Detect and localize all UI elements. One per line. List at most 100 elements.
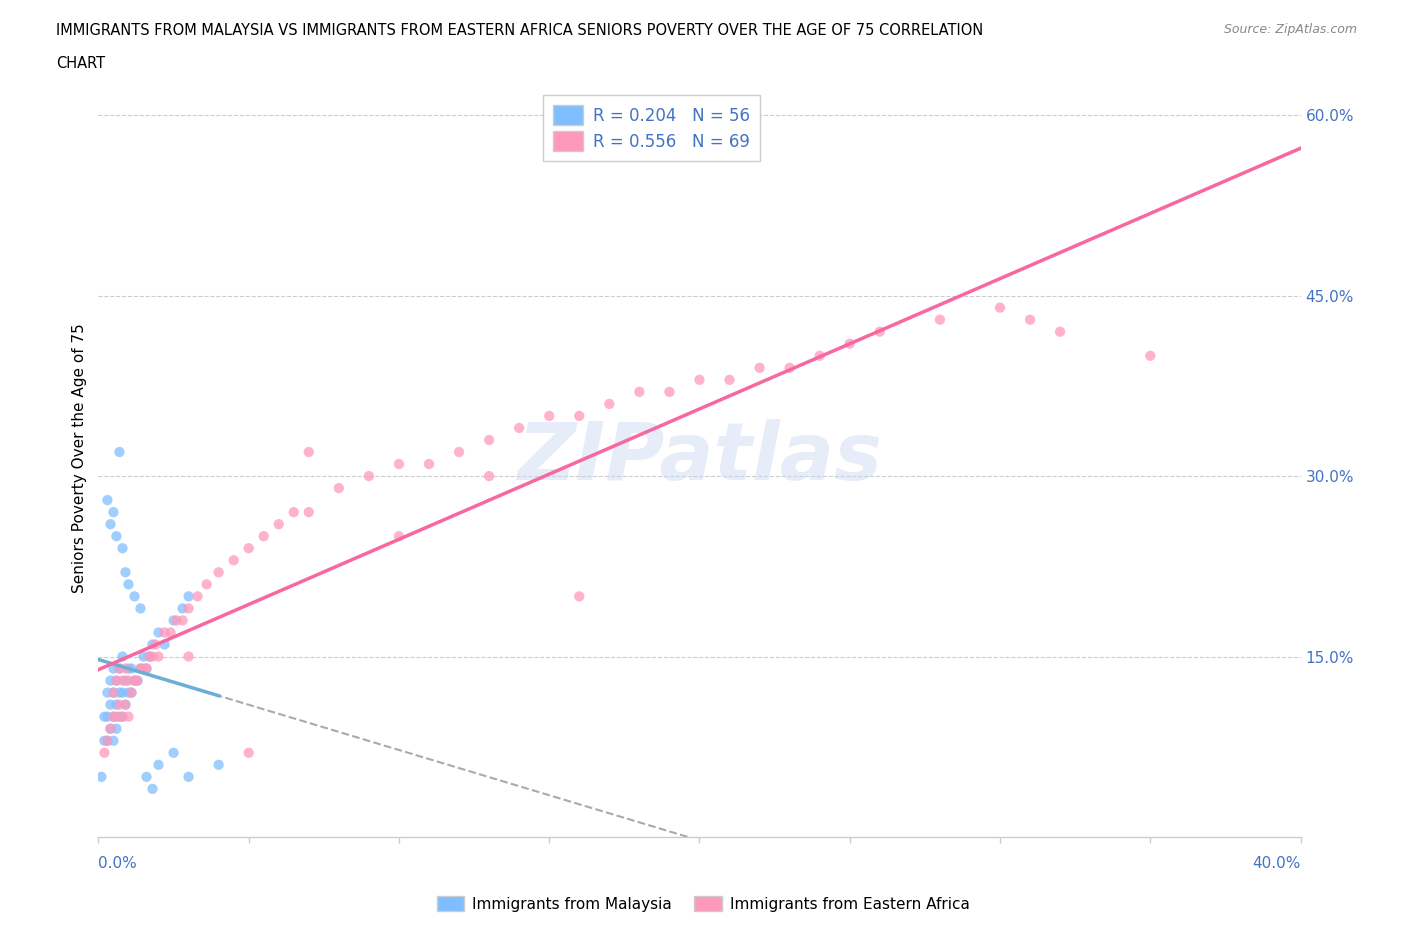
Point [328,481,350,496]
Point [177,589,200,604]
Point [748,360,770,375]
Point [96,734,118,749]
Point [103,734,125,749]
Text: 0.0%: 0.0% [98,856,138,871]
Point [114,661,136,676]
Point [111,710,134,724]
Point [105,529,128,544]
Point [124,589,146,604]
Point [538,408,561,423]
Point [100,517,122,532]
Text: ZIPatlas: ZIPatlas [517,419,882,497]
Text: Source: ZipAtlas.com: Source: ZipAtlas.com [1223,23,1357,36]
Point [111,541,134,556]
Point [388,529,411,544]
Point [108,710,131,724]
Point [283,505,305,520]
Point [93,710,115,724]
Point [100,698,122,712]
Point [121,685,143,700]
Point [253,529,276,544]
Text: IMMIGRANTS FROM MALAYSIA VS IMMIGRANTS FROM EASTERN AFRICA SENIORS POVERTY OVER : IMMIGRANTS FROM MALAYSIA VS IMMIGRANTS F… [56,23,983,38]
Point [117,710,139,724]
Point [141,781,163,796]
Point [114,698,136,712]
Point [298,445,321,459]
Point [96,710,118,724]
Point [96,493,118,508]
Point [808,349,831,364]
Point [988,300,1011,315]
Point [148,625,170,640]
Point [598,396,620,411]
Point [298,505,321,520]
Legend: Immigrants from Malaysia, Immigrants from Eastern Africa: Immigrants from Malaysia, Immigrants fro… [430,889,976,918]
Point [108,661,131,676]
Point [127,673,149,688]
Point [238,745,260,760]
Point [117,577,139,591]
Point [103,685,125,700]
Point [108,698,131,712]
Point [162,613,184,628]
Point [114,698,136,712]
Point [105,710,128,724]
Point [93,745,115,760]
Point [138,649,160,664]
Y-axis label: Seniors Poverty Over the Age of 75: Seniors Poverty Over the Age of 75 [72,323,87,593]
Point [100,673,122,688]
Point [222,552,245,567]
Point [148,649,170,664]
Point [93,734,115,749]
Point [103,661,125,676]
Point [141,649,163,664]
Point [96,734,118,749]
Legend: R = 0.204   N = 56, R = 0.556   N = 69: R = 0.204 N = 56, R = 0.556 N = 69 [543,95,759,162]
Point [100,722,122,737]
Point [105,673,128,688]
Point [96,685,118,700]
Point [103,505,125,520]
Point [478,469,501,484]
Point [177,649,200,664]
Point [121,661,143,676]
Text: 40.0%: 40.0% [1253,856,1301,871]
Point [508,420,530,435]
Point [121,685,143,700]
Point [132,649,155,664]
Point [153,637,176,652]
Point [90,769,112,784]
Point [208,757,231,772]
Point [108,445,131,459]
Point [141,637,163,652]
Point [135,661,157,676]
Point [129,601,152,616]
Point [105,673,128,688]
Point [838,337,860,352]
Point [177,769,200,784]
Point [135,769,157,784]
Point [195,577,218,591]
Point [111,673,134,688]
Point [145,637,167,652]
Text: CHART: CHART [56,56,105,71]
Point [105,698,128,712]
Point [689,372,711,387]
Point [869,325,891,339]
Point [153,625,176,640]
Point [1019,312,1042,327]
Point [111,710,134,724]
Point [267,517,290,532]
Point [108,685,131,700]
Point [117,685,139,700]
Point [568,408,591,423]
Point [418,457,440,472]
Point [658,384,681,399]
Point [108,661,131,676]
Point [114,673,136,688]
Point [103,685,125,700]
Point [388,457,411,472]
Point [166,613,188,628]
Point [127,673,149,688]
Point [208,565,231,579]
